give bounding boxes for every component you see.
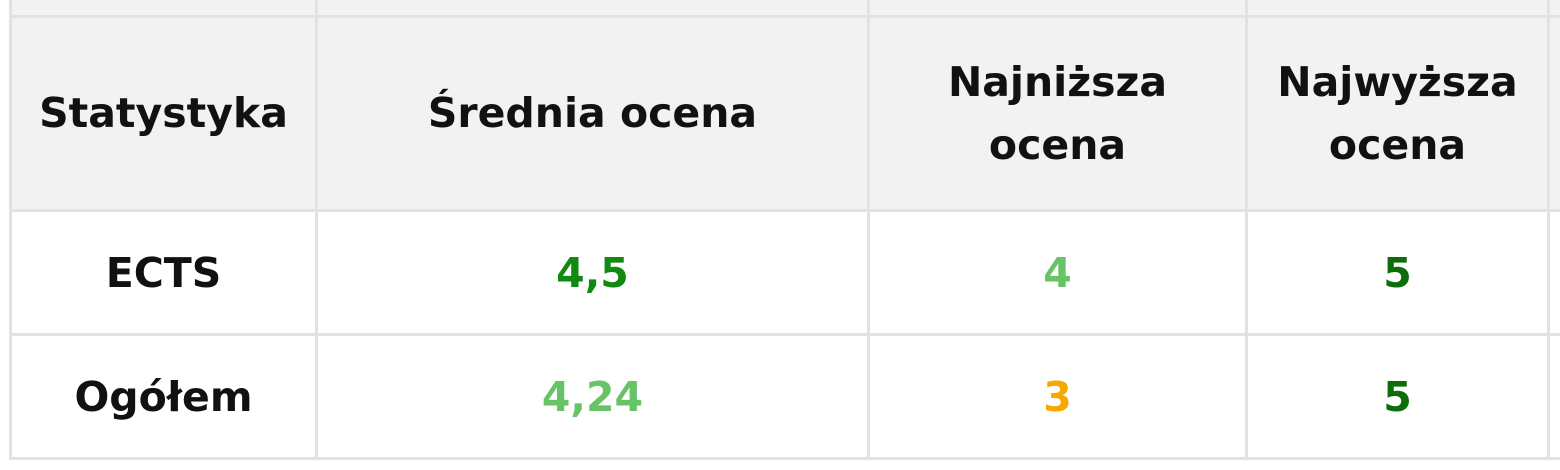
- table-top-strip: [9, 0, 1560, 18]
- strip-cell: [1245, 0, 1550, 18]
- header-srednia-ocena: Średnia ocena: [315, 15, 870, 212]
- overflow-cell: [1547, 209, 1560, 336]
- strip-cell: [9, 0, 318, 18]
- table-header-row: Statystyka Średnia ocena Najniższa ocena…: [9, 15, 1560, 212]
- header-najwyzsza-ocena: Najwyższa ocena: [1245, 15, 1550, 212]
- row-label: Ogółem: [9, 333, 318, 460]
- strip-cell: [1547, 0, 1560, 18]
- table-row-ects: ECTS 4,5 4 5: [9, 209, 1560, 336]
- average-grade: 4,5: [315, 209, 870, 336]
- highest-grade: 5: [1245, 333, 1550, 460]
- header-najnizsza-ocena: Najniższa ocena: [867, 15, 1248, 212]
- header-statystyka: Statystyka: [9, 15, 318, 212]
- lowest-grade: 4: [867, 209, 1248, 336]
- strip-cell: [315, 0, 870, 18]
- table-row-ogolem: Ogółem 4,24 3 5: [9, 333, 1560, 460]
- row-label: ECTS: [9, 209, 318, 336]
- statistics-table: Statystyka Średnia ocena Najniższa ocena…: [9, 0, 1560, 460]
- strip-cell: [867, 0, 1248, 18]
- lowest-grade: 3: [867, 333, 1248, 460]
- overflow-cell: [1547, 333, 1560, 460]
- highest-grade: 5: [1245, 209, 1550, 336]
- average-grade: 4,24: [315, 333, 870, 460]
- header-overflow-cell: [1547, 15, 1560, 212]
